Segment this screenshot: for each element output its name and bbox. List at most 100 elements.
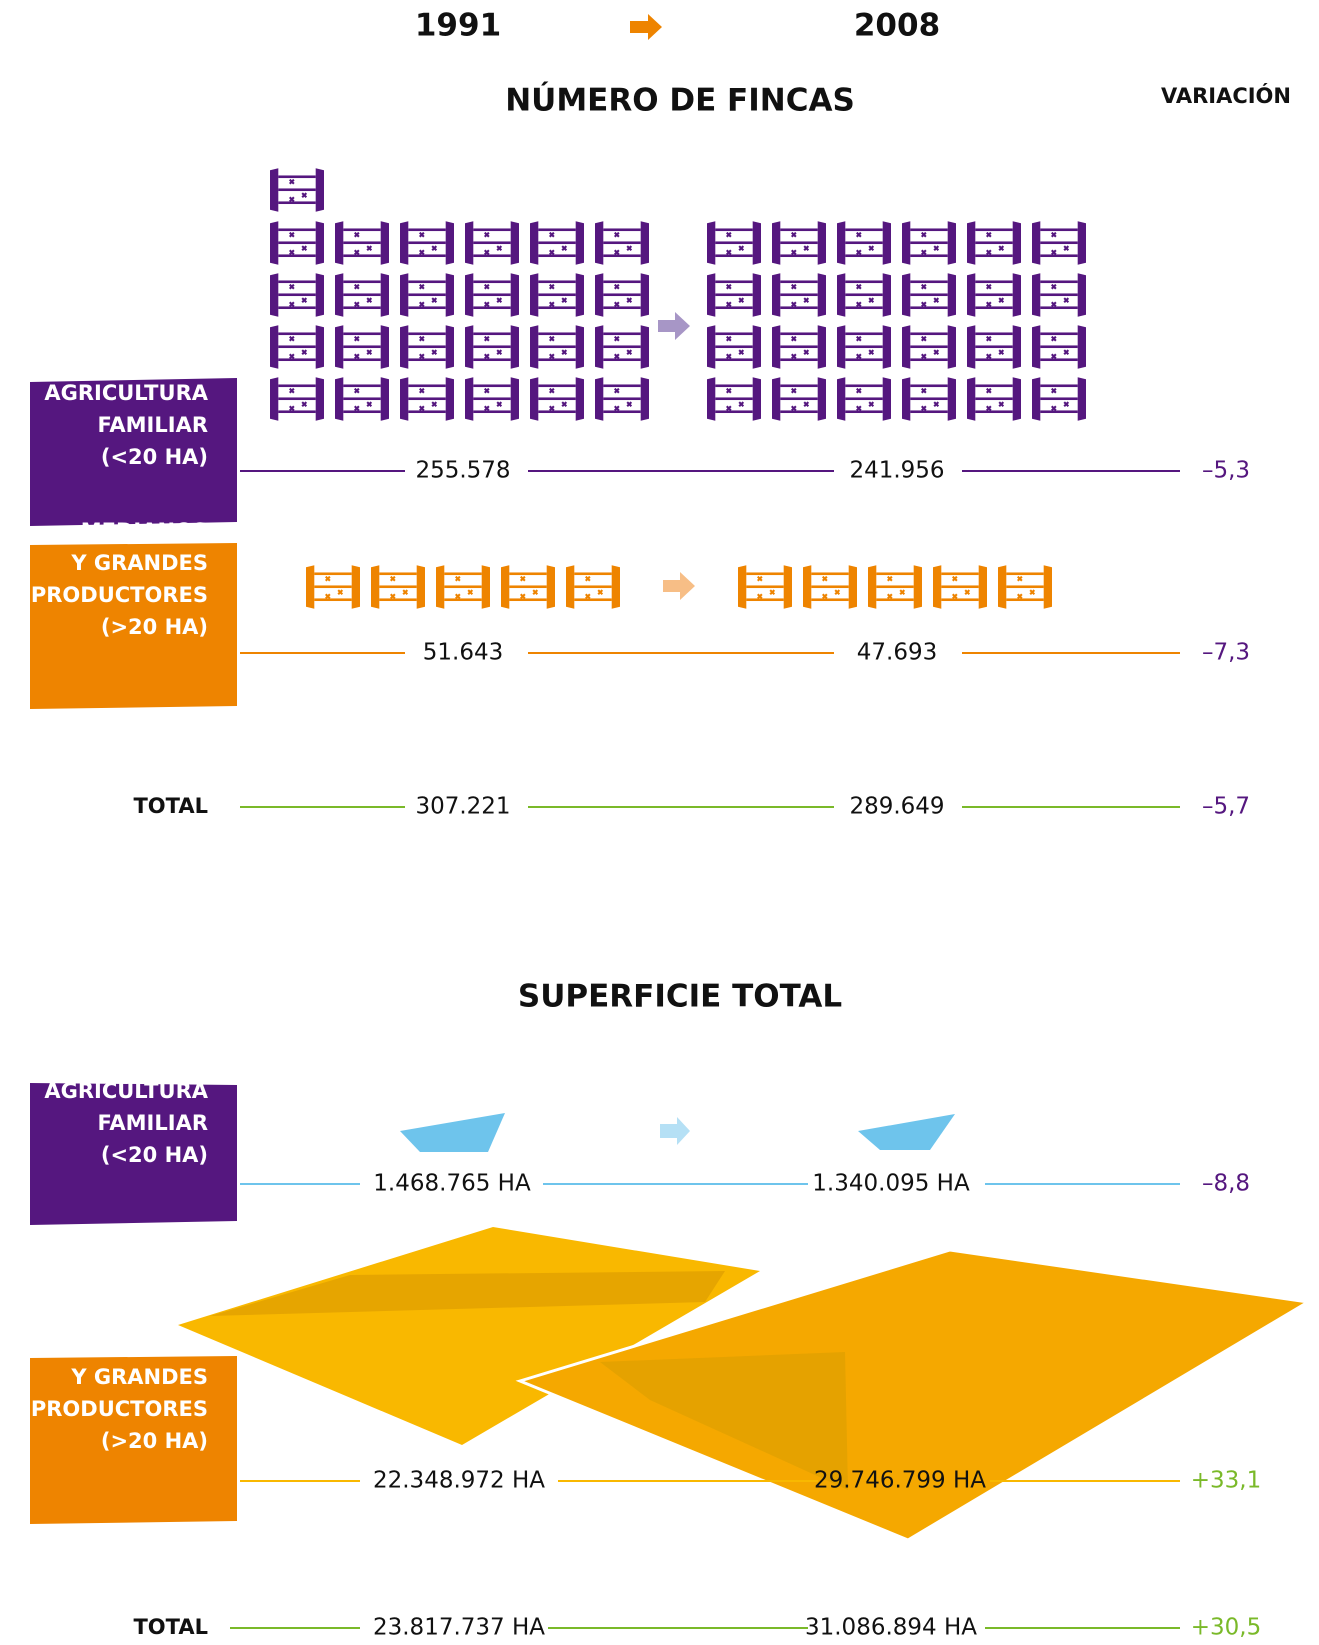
year-to: 2008 [854,8,940,44]
fence-icon [400,273,454,317]
fence-icon [270,325,324,369]
row-label: PRODUCTORES [31,1397,208,1421]
fence-icon [270,168,324,212]
icons [270,168,1086,609]
fence-icon [595,325,649,369]
value-to: 289.649 [849,794,944,820]
fence-icon [803,565,857,609]
infographic: 1991 2008 NÚMERO DE FINCAS VARIACIÓN SUP… [0,0,1319,1645]
fence-icon [436,565,490,609]
fence-icon [335,221,389,265]
variation: +33,1 [1191,1468,1261,1494]
fence-icon [530,221,584,265]
row-label: MEDIANOS [81,519,208,543]
fence-icon [371,565,425,609]
value-from: 23.817.737 HA [373,1615,545,1641]
fence-icon [837,377,891,421]
fence-icon [530,377,584,421]
area-shape [400,1113,505,1152]
row-label: FAMILIAR [97,413,208,437]
fence-icon [1032,377,1086,421]
value-to: 29.746.799 HA [814,1468,986,1494]
row-label: (<20 HA) [101,445,208,469]
value-from: 1.468.765 HA [373,1171,531,1197]
fence-icon [707,273,761,317]
value-to: 47.693 [857,640,937,666]
fence-icon [595,273,649,317]
fence-icon [335,325,389,369]
fence-icon [501,565,555,609]
row-label: TOTAL [133,794,208,818]
value-to: 1.340.095 HA [812,1171,970,1197]
fence-icon [772,221,826,265]
fence-icon [335,377,389,421]
fence-icon [707,325,761,369]
year-from: 1991 [415,8,501,44]
section-title: NÚMERO DE FINCAS [505,82,855,119]
fence-icon [707,221,761,265]
arrow [630,14,662,40]
row-label: TOTAL [133,1615,208,1639]
fence-icon [933,565,987,609]
variation: –5,3 [1202,458,1250,484]
fence-icon [902,221,956,265]
variation: +30,5 [1191,1615,1261,1641]
fence-icon [772,273,826,317]
value-to: 241.956 [849,458,944,484]
fence-icon [465,325,519,369]
fence-icon [270,377,324,421]
row-label: PRODUCTORES [31,583,208,607]
arrow [660,1117,690,1145]
row-label: MEDIANOS [81,1333,208,1357]
area-shape [858,1114,955,1150]
value-from: 22.348.972 HA [373,1468,545,1494]
variation: –7,3 [1202,640,1250,666]
page: 1991 2008 NÚMERO DE FINCAS VARIACIÓN SUP… [0,0,1319,1645]
fence-icon [902,377,956,421]
fence-icon [270,221,324,265]
fence-icon [595,221,649,265]
fence-icon [837,221,891,265]
row-label: AGRICULTURA [44,381,208,405]
value-from: 307.221 [415,794,510,820]
fence-icon [1032,325,1086,369]
row-label: Y GRANDES [70,551,208,575]
fence-icon [530,273,584,317]
row-label: (<20 HA) [101,1143,208,1167]
arrow [658,312,690,340]
fence-icon [1032,221,1086,265]
value-from: 255.578 [415,458,510,484]
fence-icon [1032,273,1086,317]
value-to: 31.086.894 HA [805,1615,977,1641]
fence-icon [400,221,454,265]
row-label: FAMILIAR [97,1111,208,1135]
fence-icon [465,273,519,317]
fence-icon [530,325,584,369]
fence-icon [400,325,454,369]
fence-icon [967,325,1021,369]
fence-icon [902,273,956,317]
variation-header: VARIACIÓN [1161,83,1291,108]
fence-icon [595,377,649,421]
fence-icon [738,565,792,609]
fence-icon [566,565,620,609]
fence-icon [772,377,826,421]
fence-icon [465,221,519,265]
fence-icon [967,377,1021,421]
fence-icon [967,273,1021,317]
value-from: 51.643 [423,640,503,666]
variation: –5,7 [1202,794,1250,820]
fence-icon [902,325,956,369]
arrow [663,572,695,600]
row-label: AGRICULTURA [44,1079,208,1103]
fence-icon [400,377,454,421]
variation: –8,8 [1202,1171,1250,1197]
fence-icon [868,565,922,609]
fence-icon [306,565,360,609]
fence-icon [967,221,1021,265]
row-label: (>20 HA) [101,615,208,639]
fence-icon [837,325,891,369]
section-title: SUPERFICIE TOTAL [518,979,842,1015]
fence-icon [270,273,324,317]
row-label: Y GRANDES [70,1365,208,1389]
